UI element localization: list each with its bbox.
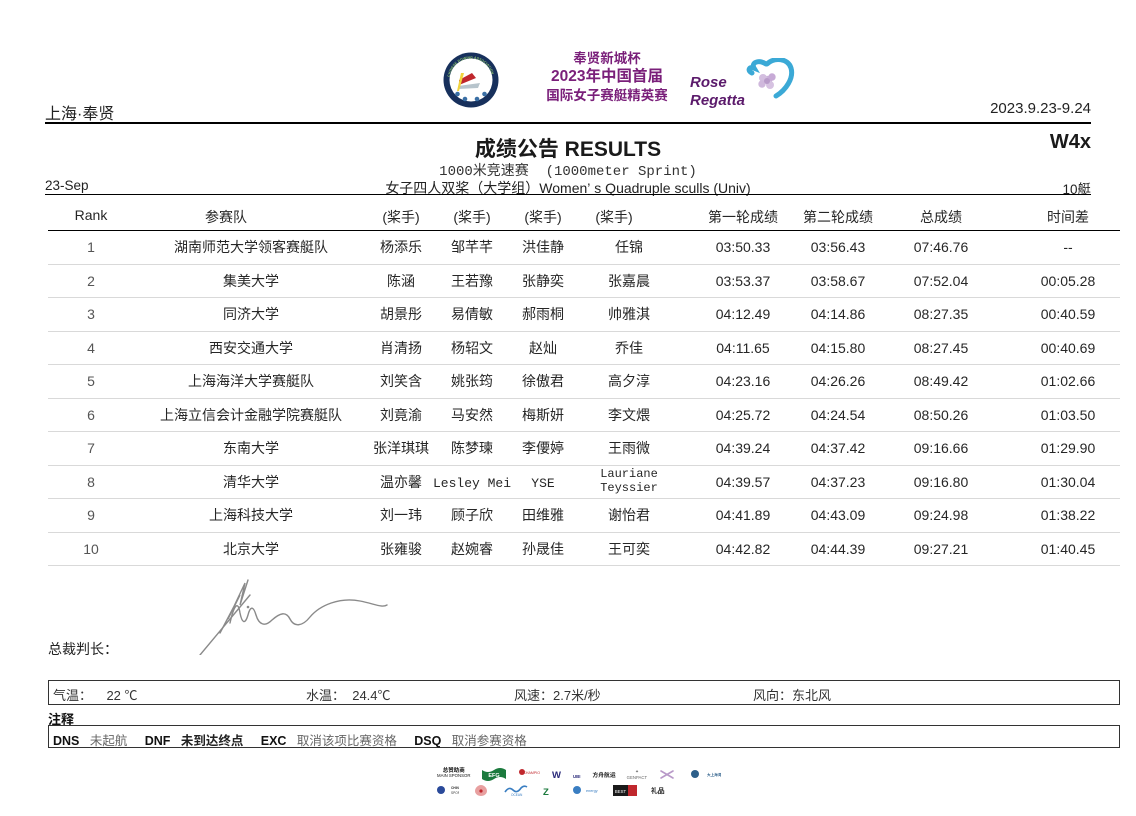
svg-text:CHAMPION: CHAMPION — [524, 771, 541, 775]
svg-text:W: W — [552, 770, 561, 781]
svg-text:CHINA: CHINA — [451, 786, 459, 790]
svg-text:SPORTS: SPORTS — [451, 791, 459, 795]
svg-text:EFG: EFG — [489, 773, 500, 779]
svg-text:energy: energy — [586, 789, 598, 793]
svg-text:BEST: BEST — [615, 789, 627, 794]
svg-text:OCEAN: OCEAN — [511, 793, 523, 797]
svg-text:Z: Z — [543, 787, 549, 797]
svg-text:大上海湾区: 大上海湾区 — [707, 772, 721, 777]
svg-text:UBI: UBI — [573, 774, 580, 779]
